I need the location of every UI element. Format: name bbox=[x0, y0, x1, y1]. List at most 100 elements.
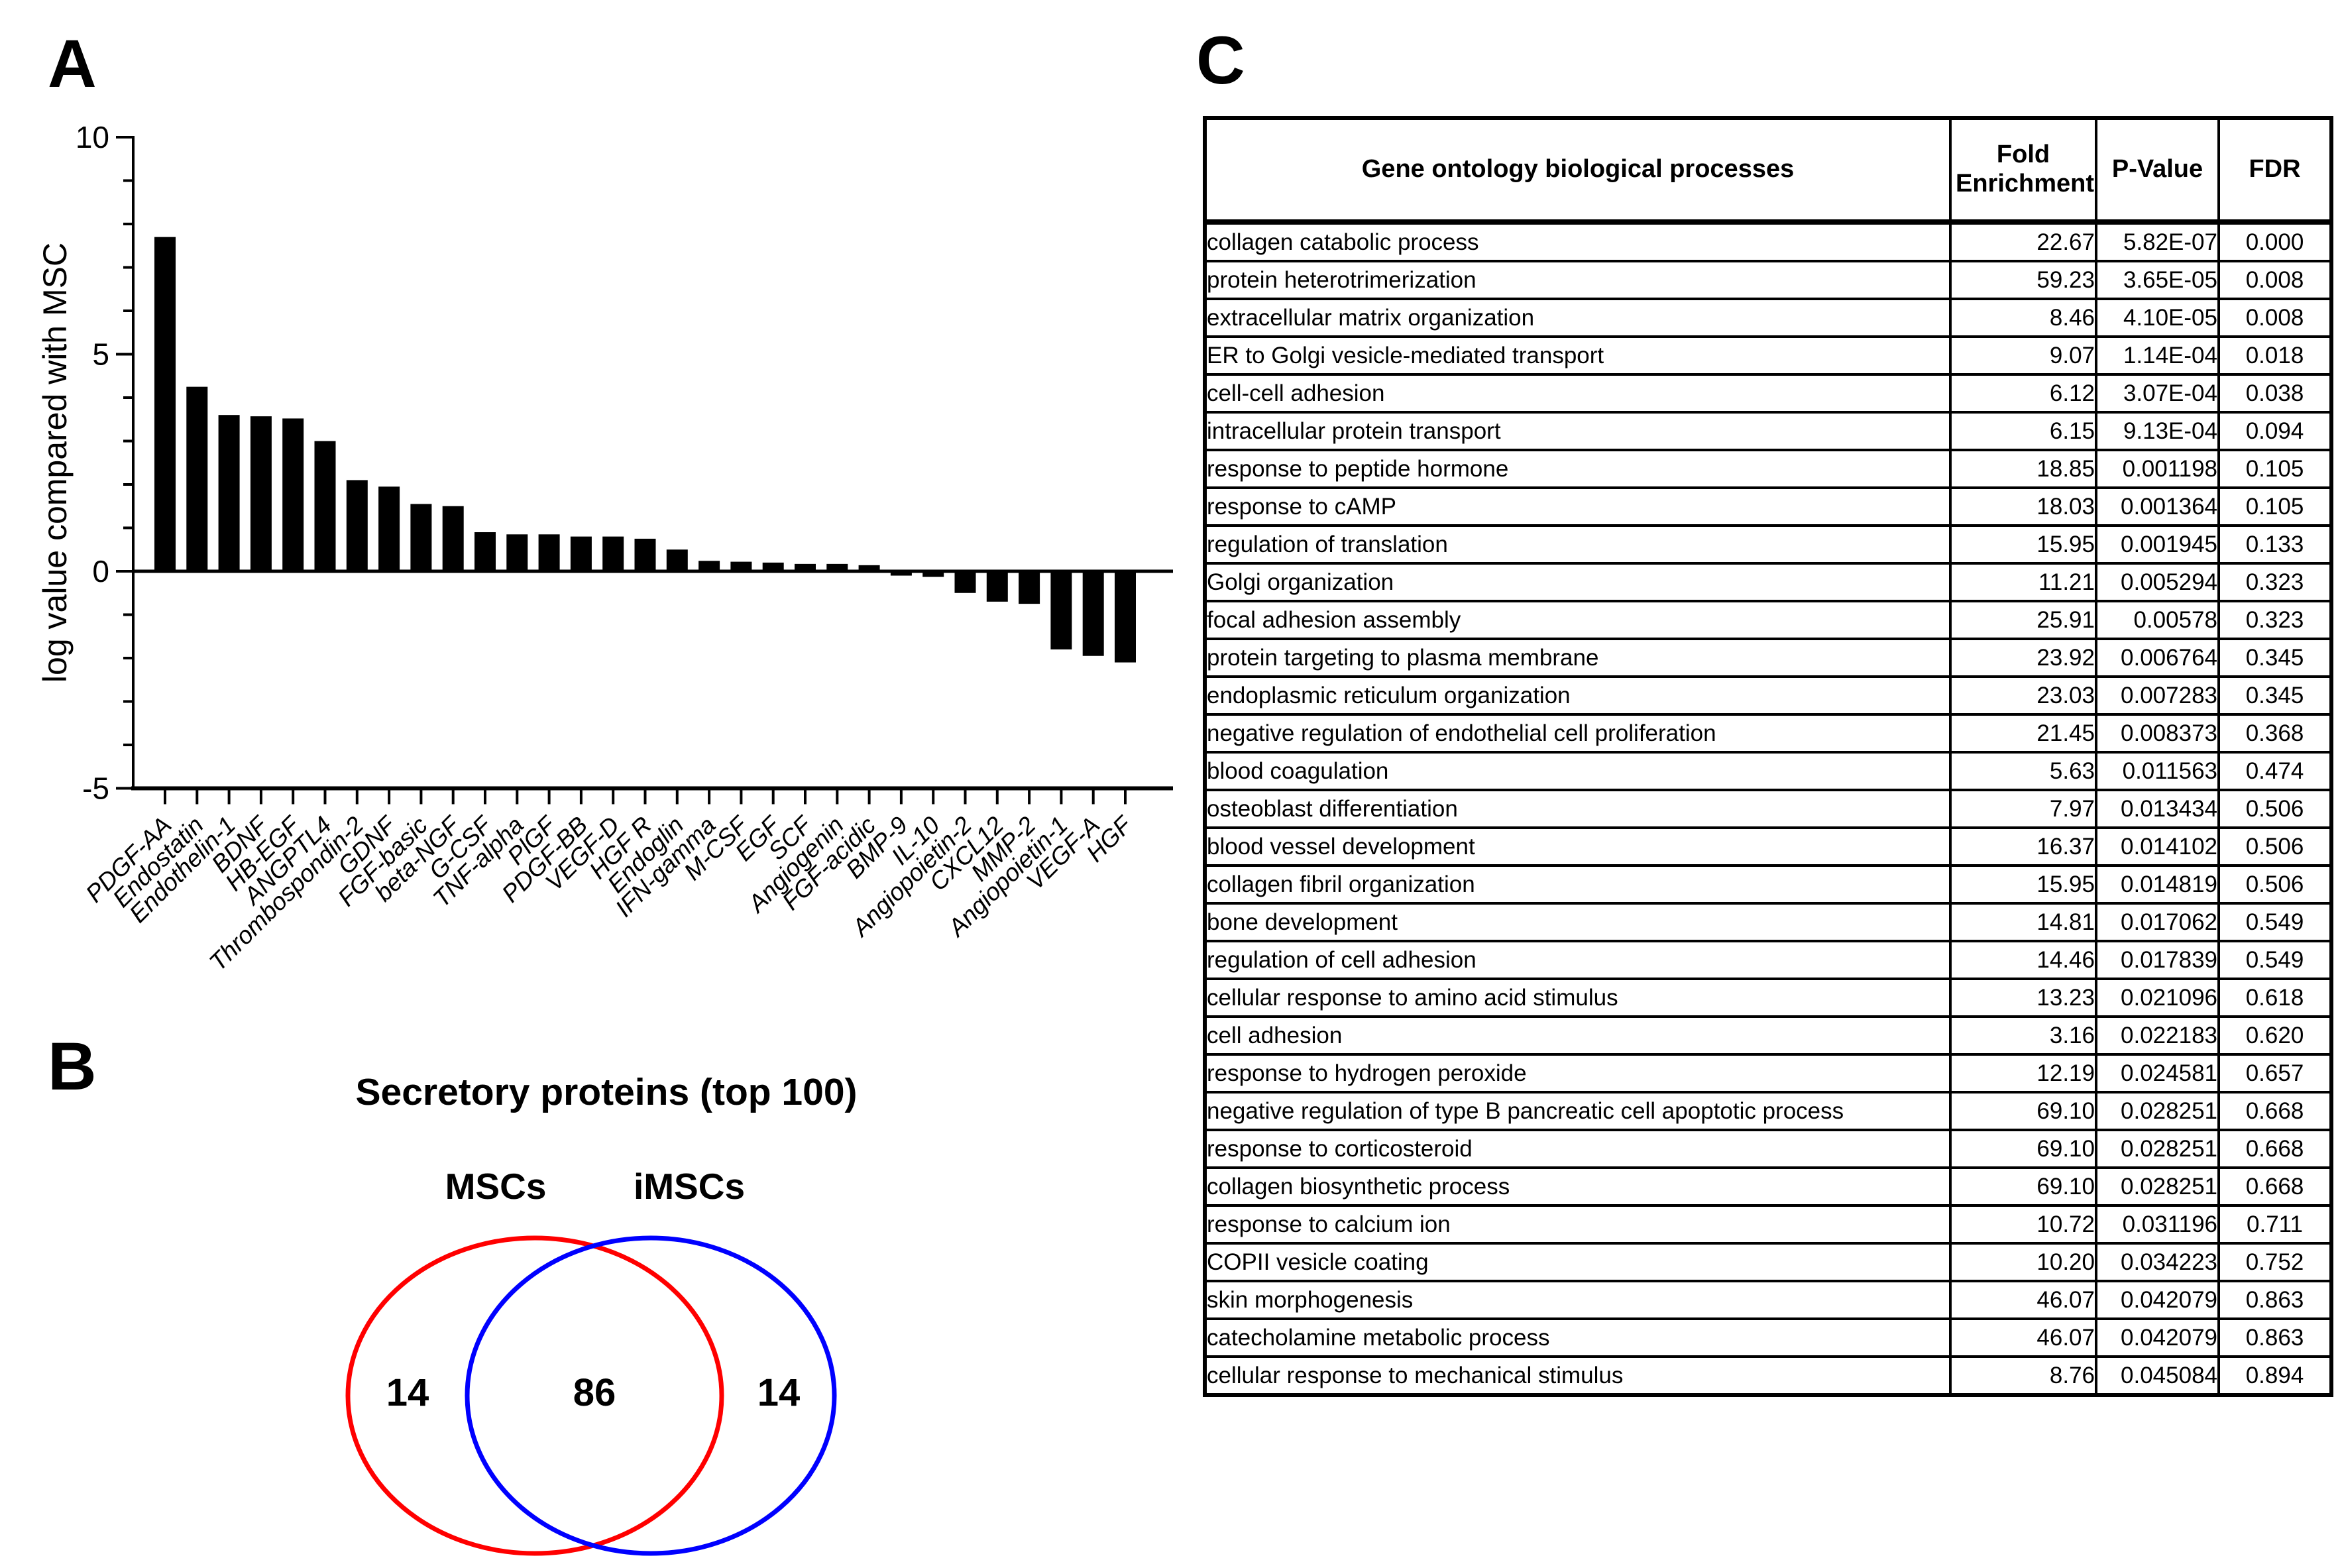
table-row: regulation of cell adhesion 14.46 0.017839… bbox=[1203, 940, 2333, 980]
p-value-cell: 0.001198 bbox=[2095, 449, 2220, 489]
y-tick-label: 10 bbox=[76, 120, 109, 154]
p-value-cell: 0.028251 bbox=[2095, 1129, 2220, 1169]
table-row: bone development 14.81 0.017062 0.549 bbox=[1203, 902, 2333, 942]
fdr-cell: 0.894 bbox=[2217, 1355, 2333, 1396]
fold-enrichment-cell: 15.95 bbox=[1949, 864, 2097, 905]
p-value-cell: 0.028251 bbox=[2095, 1091, 2220, 1131]
fold-enrichment-cell: 59.23 bbox=[1949, 260, 2097, 300]
bar bbox=[698, 561, 720, 571]
fdr-cell: 0.345 bbox=[2217, 675, 2333, 716]
table-row: blood coagulation 5.63 0.011563 0.474 bbox=[1203, 751, 2333, 791]
table-row: regulation of translation 15.95 0.001945 0.… bbox=[1203, 524, 2333, 565]
fold-enrichment-cell: 10.72 bbox=[1949, 1204, 2097, 1245]
fdr-cell: 0.863 bbox=[2217, 1280, 2333, 1320]
bar bbox=[986, 571, 1008, 602]
bar bbox=[602, 536, 624, 571]
go-term-cell: Golgi organization bbox=[1203, 562, 1952, 602]
fold-enrichment-cell: 14.81 bbox=[1949, 902, 2097, 942]
fold-enrichment-cell: 25.91 bbox=[1949, 600, 2097, 640]
fold-enrichment-cell: 46.07 bbox=[1949, 1280, 2097, 1320]
go-term-cell: catecholamine metabolic process bbox=[1203, 1317, 1952, 1358]
p-value-cell: 0.028251 bbox=[2095, 1166, 2220, 1207]
bar bbox=[858, 565, 880, 571]
p-value-cell: 0.017062 bbox=[2095, 902, 2220, 942]
bar bbox=[762, 562, 784, 571]
fold-enrichment-cell: 6.12 bbox=[1949, 373, 2097, 414]
bar bbox=[378, 486, 400, 571]
p-value-cell: 0.013434 bbox=[2095, 789, 2220, 829]
table-row: negative regulation of type B pancreatic… bbox=[1203, 1091, 2333, 1131]
y-tick-label: -5 bbox=[82, 771, 109, 806]
go-term-cell: osteoblast differentiation bbox=[1203, 789, 1952, 829]
bar bbox=[1082, 571, 1104, 656]
p-value-cell: 0.001945 bbox=[2095, 524, 2220, 565]
fold-enrichment-cell: 8.46 bbox=[1949, 298, 2097, 338]
go-term-cell: bone development bbox=[1203, 902, 1952, 942]
p-value-cell: 3.07E-04 bbox=[2095, 373, 2220, 414]
fdr-cell: 0.323 bbox=[2217, 562, 2333, 602]
fold-enrichment-cell: 11.21 bbox=[1949, 562, 2097, 602]
fold-enrichment-cell: 12.19 bbox=[1949, 1053, 2097, 1093]
y-axis-title: log value compared with MSC bbox=[36, 243, 74, 683]
go-term-cell: response to corticosteroid bbox=[1203, 1129, 1952, 1169]
table-row: endoplasmic reticulum organization 23.03 0… bbox=[1203, 675, 2333, 716]
table-row: response to hydrogen peroxide 12.19 0.0245… bbox=[1203, 1053, 2333, 1093]
bar bbox=[1115, 571, 1136, 663]
bar bbox=[666, 549, 688, 571]
go-term-cell: protein targeting to plasma membrane bbox=[1203, 638, 1952, 678]
venn-right-set-label: iMSCs bbox=[633, 1166, 746, 1207]
fdr-cell: 0.133 bbox=[2217, 524, 2333, 565]
go-term-cell: cellular response to amino acid stimulus bbox=[1203, 978, 1952, 1018]
fold-enrichment-cell: 46.07 bbox=[1949, 1317, 2097, 1358]
fdr-cell: 0.008 bbox=[2217, 298, 2333, 338]
go-term-cell: skin morphogenesis bbox=[1203, 1280, 1952, 1320]
bar bbox=[922, 571, 944, 577]
fdr-cell: 0.368 bbox=[2217, 713, 2333, 754]
go-term-cell: cell-cell adhesion bbox=[1203, 373, 1952, 414]
p-value-cell: 0.014102 bbox=[2095, 826, 2220, 867]
go-term-cell: negative regulation of type B pancreatic… bbox=[1203, 1091, 1952, 1131]
go-term-cell: focal adhesion assembly bbox=[1203, 600, 1952, 640]
bar bbox=[474, 532, 496, 571]
p-value-cell: 0.005294 bbox=[2095, 562, 2220, 602]
venn-left-circle bbox=[345, 1235, 724, 1556]
table-row: protein targeting to plasma membrane 23.9… bbox=[1203, 638, 2333, 678]
table-header-row: Gene ontology biological processes Fold … bbox=[1203, 117, 2333, 225]
p-value-cell: 1.14E-04 bbox=[2095, 335, 2220, 376]
bar-chart-svg: -50510PDGF-AAEndostatinEndothelin-1BDNFH… bbox=[36, 120, 1173, 976]
table-row: intracellular protein transport 6.15 9.13E… bbox=[1203, 411, 2333, 451]
bar bbox=[730, 561, 752, 571]
go-term-cell: endoplasmic reticulum organization bbox=[1203, 675, 1952, 716]
go-term-header: Gene ontology biological processes bbox=[1203, 117, 1952, 225]
fdr-cell: 0.105 bbox=[2217, 449, 2333, 489]
venn-left-only-count: 14 bbox=[386, 1371, 429, 1414]
venn-left-set-label: MSCs bbox=[445, 1166, 547, 1207]
fold-enrichment-cell: 16.37 bbox=[1949, 826, 2097, 867]
go-term-cell: cellular response to mechanical stimulus bbox=[1203, 1355, 1952, 1396]
go-term-cell: collagen biosynthetic process bbox=[1203, 1166, 1952, 1207]
bar bbox=[442, 506, 464, 571]
go-term-cell: blood coagulation bbox=[1203, 751, 1952, 791]
fdr-cell: 0.618 bbox=[2217, 978, 2333, 1018]
fdr-cell: 0.506 bbox=[2217, 826, 2333, 867]
fold-enrichment-cell: 21.45 bbox=[1949, 713, 2097, 754]
fdr-cell: 0.506 bbox=[2217, 789, 2333, 829]
table-row: response to calcium ion 10.72 0.031196 0.71… bbox=[1203, 1204, 2333, 1245]
table-row: collagen fibril organization 15.95 0.01481… bbox=[1203, 864, 2333, 905]
table-row: cell-cell adhesion 6.12 3.07E-04 0.038 bbox=[1203, 373, 2333, 414]
table-row: catecholamine metabolic process 46.07 0.04… bbox=[1203, 1317, 2333, 1358]
fdr-cell: 0.620 bbox=[2217, 1015, 2333, 1056]
table-row: extracellular matrix organization 8.46 4.1… bbox=[1203, 298, 2333, 338]
table-row: response to cAMP 18.03 0.001364 0.105 bbox=[1203, 486, 2333, 527]
p-value-cell: 4.10E-05 bbox=[2095, 298, 2220, 338]
bar bbox=[346, 480, 368, 571]
fold-enrichment-cell: 14.46 bbox=[1949, 940, 2097, 980]
p-value-cell: 0.001364 bbox=[2095, 486, 2220, 527]
go-process-table: Gene ontology biological processes Fold … bbox=[1203, 116, 2333, 1397]
p-value-cell: 0.042079 bbox=[2095, 1280, 2220, 1320]
go-term-cell: response to peptide hormone bbox=[1203, 449, 1952, 489]
go-term-cell: negative regulation of endothelial cell … bbox=[1203, 713, 1952, 754]
fdr-cell: 0.018 bbox=[2217, 335, 2333, 376]
fold-enrichment-cell: 69.10 bbox=[1949, 1091, 2097, 1131]
fdr-cell: 0.105 bbox=[2217, 486, 2333, 527]
